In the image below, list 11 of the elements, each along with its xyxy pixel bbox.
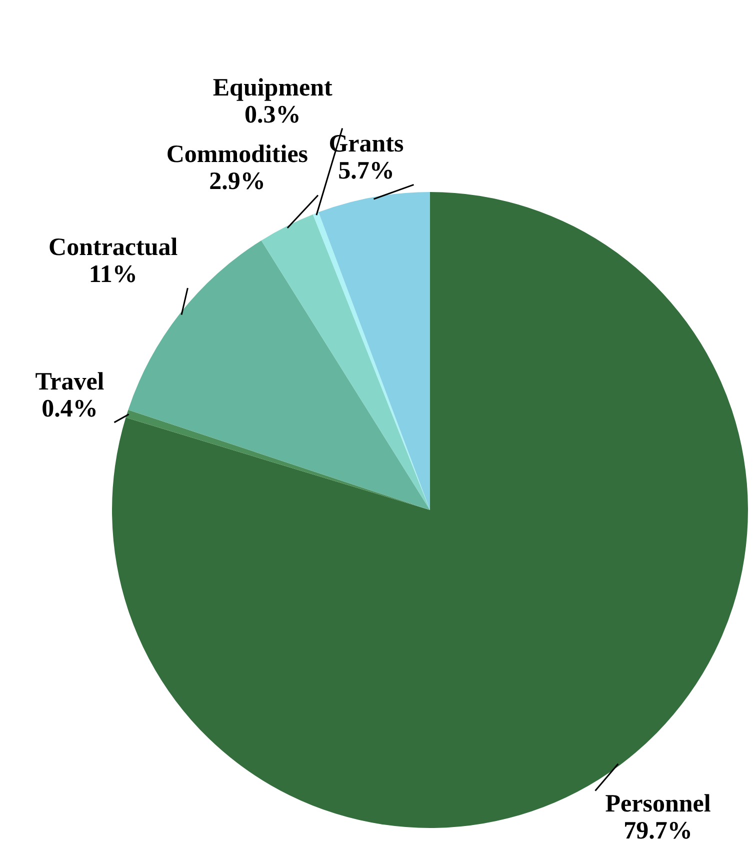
slice-label: Commodities [166, 141, 308, 168]
slice-label: Contractual [48, 234, 178, 262]
slice-label: Personnel [605, 790, 711, 818]
data-label: 0.4% [42, 395, 98, 422]
slice-label: Equipment [212, 74, 334, 102]
data-label: 0.3% [244, 101, 301, 128]
data-label: 11% [88, 261, 138, 288]
slice-label: Travel [35, 368, 104, 396]
data-label: 5.7% [338, 158, 394, 185]
data-label: 79.7% [624, 818, 692, 845]
data-label: 2.9% [209, 168, 266, 196]
